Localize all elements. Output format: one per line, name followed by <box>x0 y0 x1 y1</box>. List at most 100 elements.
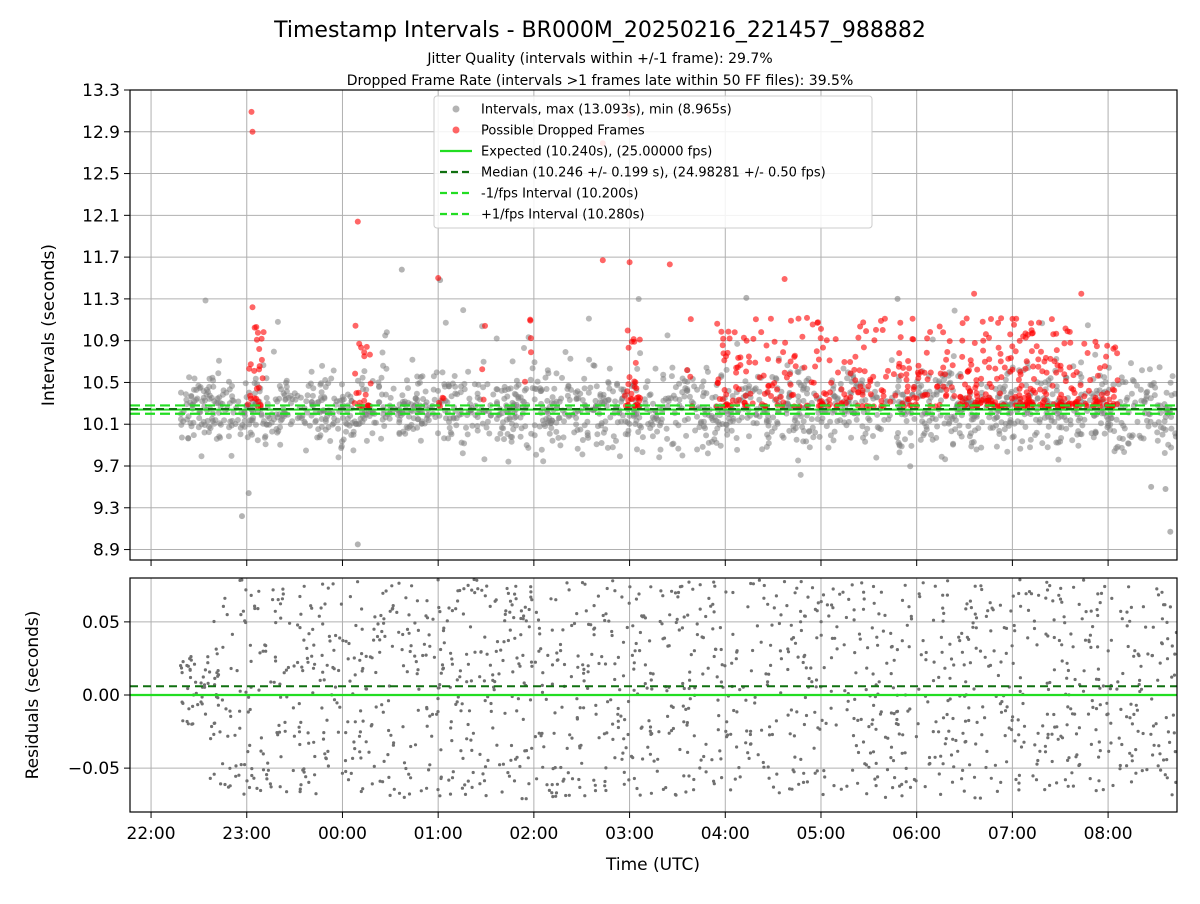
residual-point <box>819 633 823 637</box>
dropped-frame-point <box>1062 325 1069 332</box>
residual-point <box>471 770 475 775</box>
interval-point <box>571 429 578 436</box>
residual-point <box>652 759 656 763</box>
residual-point <box>711 602 715 606</box>
y-axis-label-residuals: Residuals (seconds) <box>23 611 43 780</box>
interval-point <box>932 377 939 383</box>
residual-point <box>306 731 310 735</box>
residual-point <box>378 650 382 654</box>
residual-point <box>422 642 426 646</box>
residual-point <box>698 607 702 611</box>
residual-point <box>1096 667 1100 671</box>
residual-point <box>692 788 696 792</box>
dropped-frame-point <box>943 386 950 393</box>
dropped-frame-point <box>720 335 727 342</box>
interval-point <box>733 435 740 441</box>
dropped-frame-point <box>982 391 989 398</box>
interval-point <box>501 383 508 390</box>
interval-point <box>1053 387 1060 394</box>
residual-point <box>889 711 894 715</box>
interval-point <box>1129 377 1136 383</box>
interval-point <box>277 441 284 448</box>
dropped-frame-point <box>980 396 987 403</box>
interval-point <box>435 387 441 394</box>
interval-point <box>577 426 584 433</box>
interval-point <box>483 424 490 431</box>
residual-point <box>770 732 775 737</box>
residual-point <box>845 708 849 712</box>
dropped-frame-point <box>838 386 845 393</box>
residual-point <box>606 700 610 704</box>
residual-point <box>1045 588 1050 592</box>
residual-point <box>870 626 874 630</box>
interval-point <box>216 420 223 427</box>
residual-point <box>1026 608 1031 613</box>
interval-point <box>501 436 507 443</box>
dropped-frame-point <box>1097 365 1103 371</box>
residual-point <box>271 588 275 592</box>
residual-point <box>816 601 820 605</box>
residual-point <box>321 670 325 674</box>
residual-point <box>875 635 879 639</box>
residual-point <box>370 723 374 727</box>
interval-point <box>965 423 972 430</box>
interval-point <box>188 392 195 399</box>
interval-point <box>319 362 326 369</box>
dropped-frame-point <box>978 375 985 382</box>
residual-point <box>206 661 210 665</box>
residual-point <box>810 680 814 684</box>
interval-point <box>840 365 847 372</box>
dropped-frame-point <box>865 383 872 390</box>
residual-point <box>681 704 685 708</box>
residual-point <box>590 652 594 657</box>
residual-point <box>762 765 766 769</box>
interval-point <box>463 424 469 431</box>
interval-point <box>911 416 918 422</box>
residual-point <box>480 588 484 592</box>
residual-point <box>1036 758 1040 763</box>
residual-point <box>635 786 639 791</box>
residual-point <box>921 581 925 585</box>
interval-point <box>1047 414 1054 421</box>
residual-point <box>325 718 329 722</box>
residual-point <box>988 601 992 605</box>
interval-point <box>895 377 902 384</box>
residual-point <box>809 666 813 670</box>
dropped-frame-point <box>968 361 975 368</box>
residual-point <box>583 582 587 586</box>
dropped-frame-point <box>1016 337 1023 344</box>
dropped-frame-point <box>718 328 725 335</box>
residual-point <box>1170 793 1174 797</box>
dropped-frame-point <box>859 391 866 398</box>
residual-point <box>334 633 338 638</box>
interval-point <box>1019 438 1026 445</box>
residual-point <box>969 606 974 610</box>
dropped-frame-point <box>940 329 947 336</box>
residual-point <box>603 662 608 666</box>
residual-point <box>461 612 465 616</box>
interval-point <box>399 392 406 399</box>
residual-point <box>941 762 945 766</box>
residual-point <box>373 615 377 619</box>
interval-point <box>369 430 376 437</box>
interval-point <box>1092 351 1099 358</box>
interval-point <box>837 380 844 387</box>
interval-point <box>310 385 317 392</box>
residual-point <box>748 732 753 737</box>
residual-point <box>509 743 514 748</box>
residual-point <box>1022 724 1027 728</box>
dropped-frame-point <box>980 337 987 344</box>
residual-point <box>437 605 441 610</box>
dropped-frame-point <box>921 369 928 376</box>
residual-point <box>397 581 401 585</box>
residual-point <box>932 660 936 664</box>
residual-point <box>281 587 285 591</box>
residual-point <box>1159 768 1163 772</box>
residual-point <box>470 588 474 592</box>
dropped-frame-point <box>253 395 260 402</box>
residual-point <box>650 687 654 691</box>
interval-point <box>950 353 957 360</box>
residual-point <box>1069 632 1073 636</box>
interval-point <box>419 373 426 380</box>
residual-point <box>201 675 205 679</box>
